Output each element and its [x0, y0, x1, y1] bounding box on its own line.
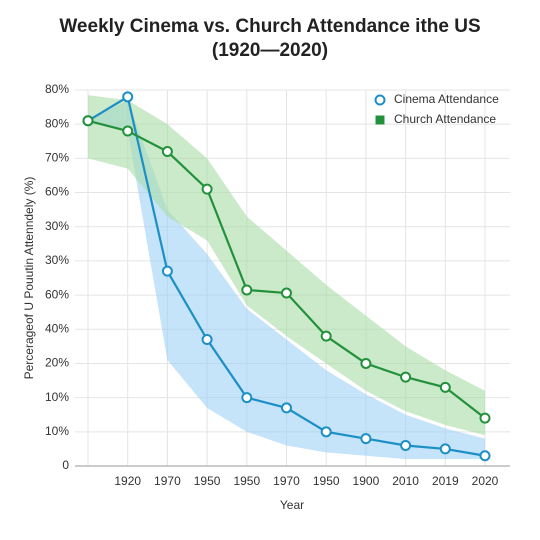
data-point [320, 426, 332, 438]
x-tick-label: 2020 [472, 474, 499, 488]
x-tick-label: 1900 [353, 474, 380, 488]
y-tick-label: 60% [45, 287, 69, 301]
chart-title: (1920—2020) [212, 40, 328, 61]
data-point [439, 381, 451, 393]
legend-marker [375, 115, 385, 125]
y-tick-label: 40% [45, 321, 69, 335]
data-point [122, 91, 134, 103]
x-tick-label: 1920 [114, 474, 141, 488]
y-tick-label: 60% [45, 185, 69, 199]
x-tick-label: 1970 [273, 474, 300, 488]
data-point [161, 146, 173, 158]
data-point [360, 433, 372, 445]
y-tick-label: 80% [45, 82, 69, 96]
data-point [122, 125, 134, 137]
legend-label: Church Attendance [394, 112, 496, 126]
legend-label: Cinema Attendance [394, 92, 499, 106]
x-tick-label: 1950 [194, 474, 221, 488]
y-tick-label: 10% [45, 424, 69, 438]
confidence-band [88, 95, 485, 436]
data-point [201, 334, 213, 346]
legend-marker [374, 94, 386, 106]
chart-title: Weekly Cinema vs. Church Attendance ithe… [59, 16, 480, 37]
data-point [161, 265, 173, 277]
x-tick-label: 1950 [313, 474, 340, 488]
data-point [320, 330, 332, 342]
data-point [241, 392, 253, 404]
data-point [281, 402, 292, 414]
x-axis-label: Year [280, 498, 304, 512]
y-tick-label: 20% [45, 356, 69, 370]
data-point [241, 284, 253, 296]
y-tick-label: 30% [45, 253, 69, 267]
data-point [400, 439, 412, 451]
x-tick-label: 2019 [432, 474, 459, 488]
x-tick-label: 1950 [233, 474, 260, 488]
y-tick-label: 10% [45, 390, 69, 404]
x-tick-label: 1970 [154, 474, 181, 488]
data-point [201, 183, 213, 195]
data-point [400, 371, 412, 383]
y-tick-label: 70% [45, 151, 69, 165]
y-tick-label: 0 [62, 458, 69, 472]
data-point [281, 287, 292, 299]
data-point [439, 443, 451, 455]
data-point [82, 115, 94, 127]
data-point [479, 412, 491, 424]
x-tick-label: 2010 [392, 474, 419, 488]
y-tick-label: 80% [45, 116, 69, 130]
y-axis-label: Percerageof U Pouutin Attenndely (%) [22, 177, 36, 380]
confidence-band [88, 100, 485, 460]
y-tick-label: 30% [45, 219, 69, 233]
data-point [479, 450, 491, 462]
data-point [360, 357, 372, 369]
